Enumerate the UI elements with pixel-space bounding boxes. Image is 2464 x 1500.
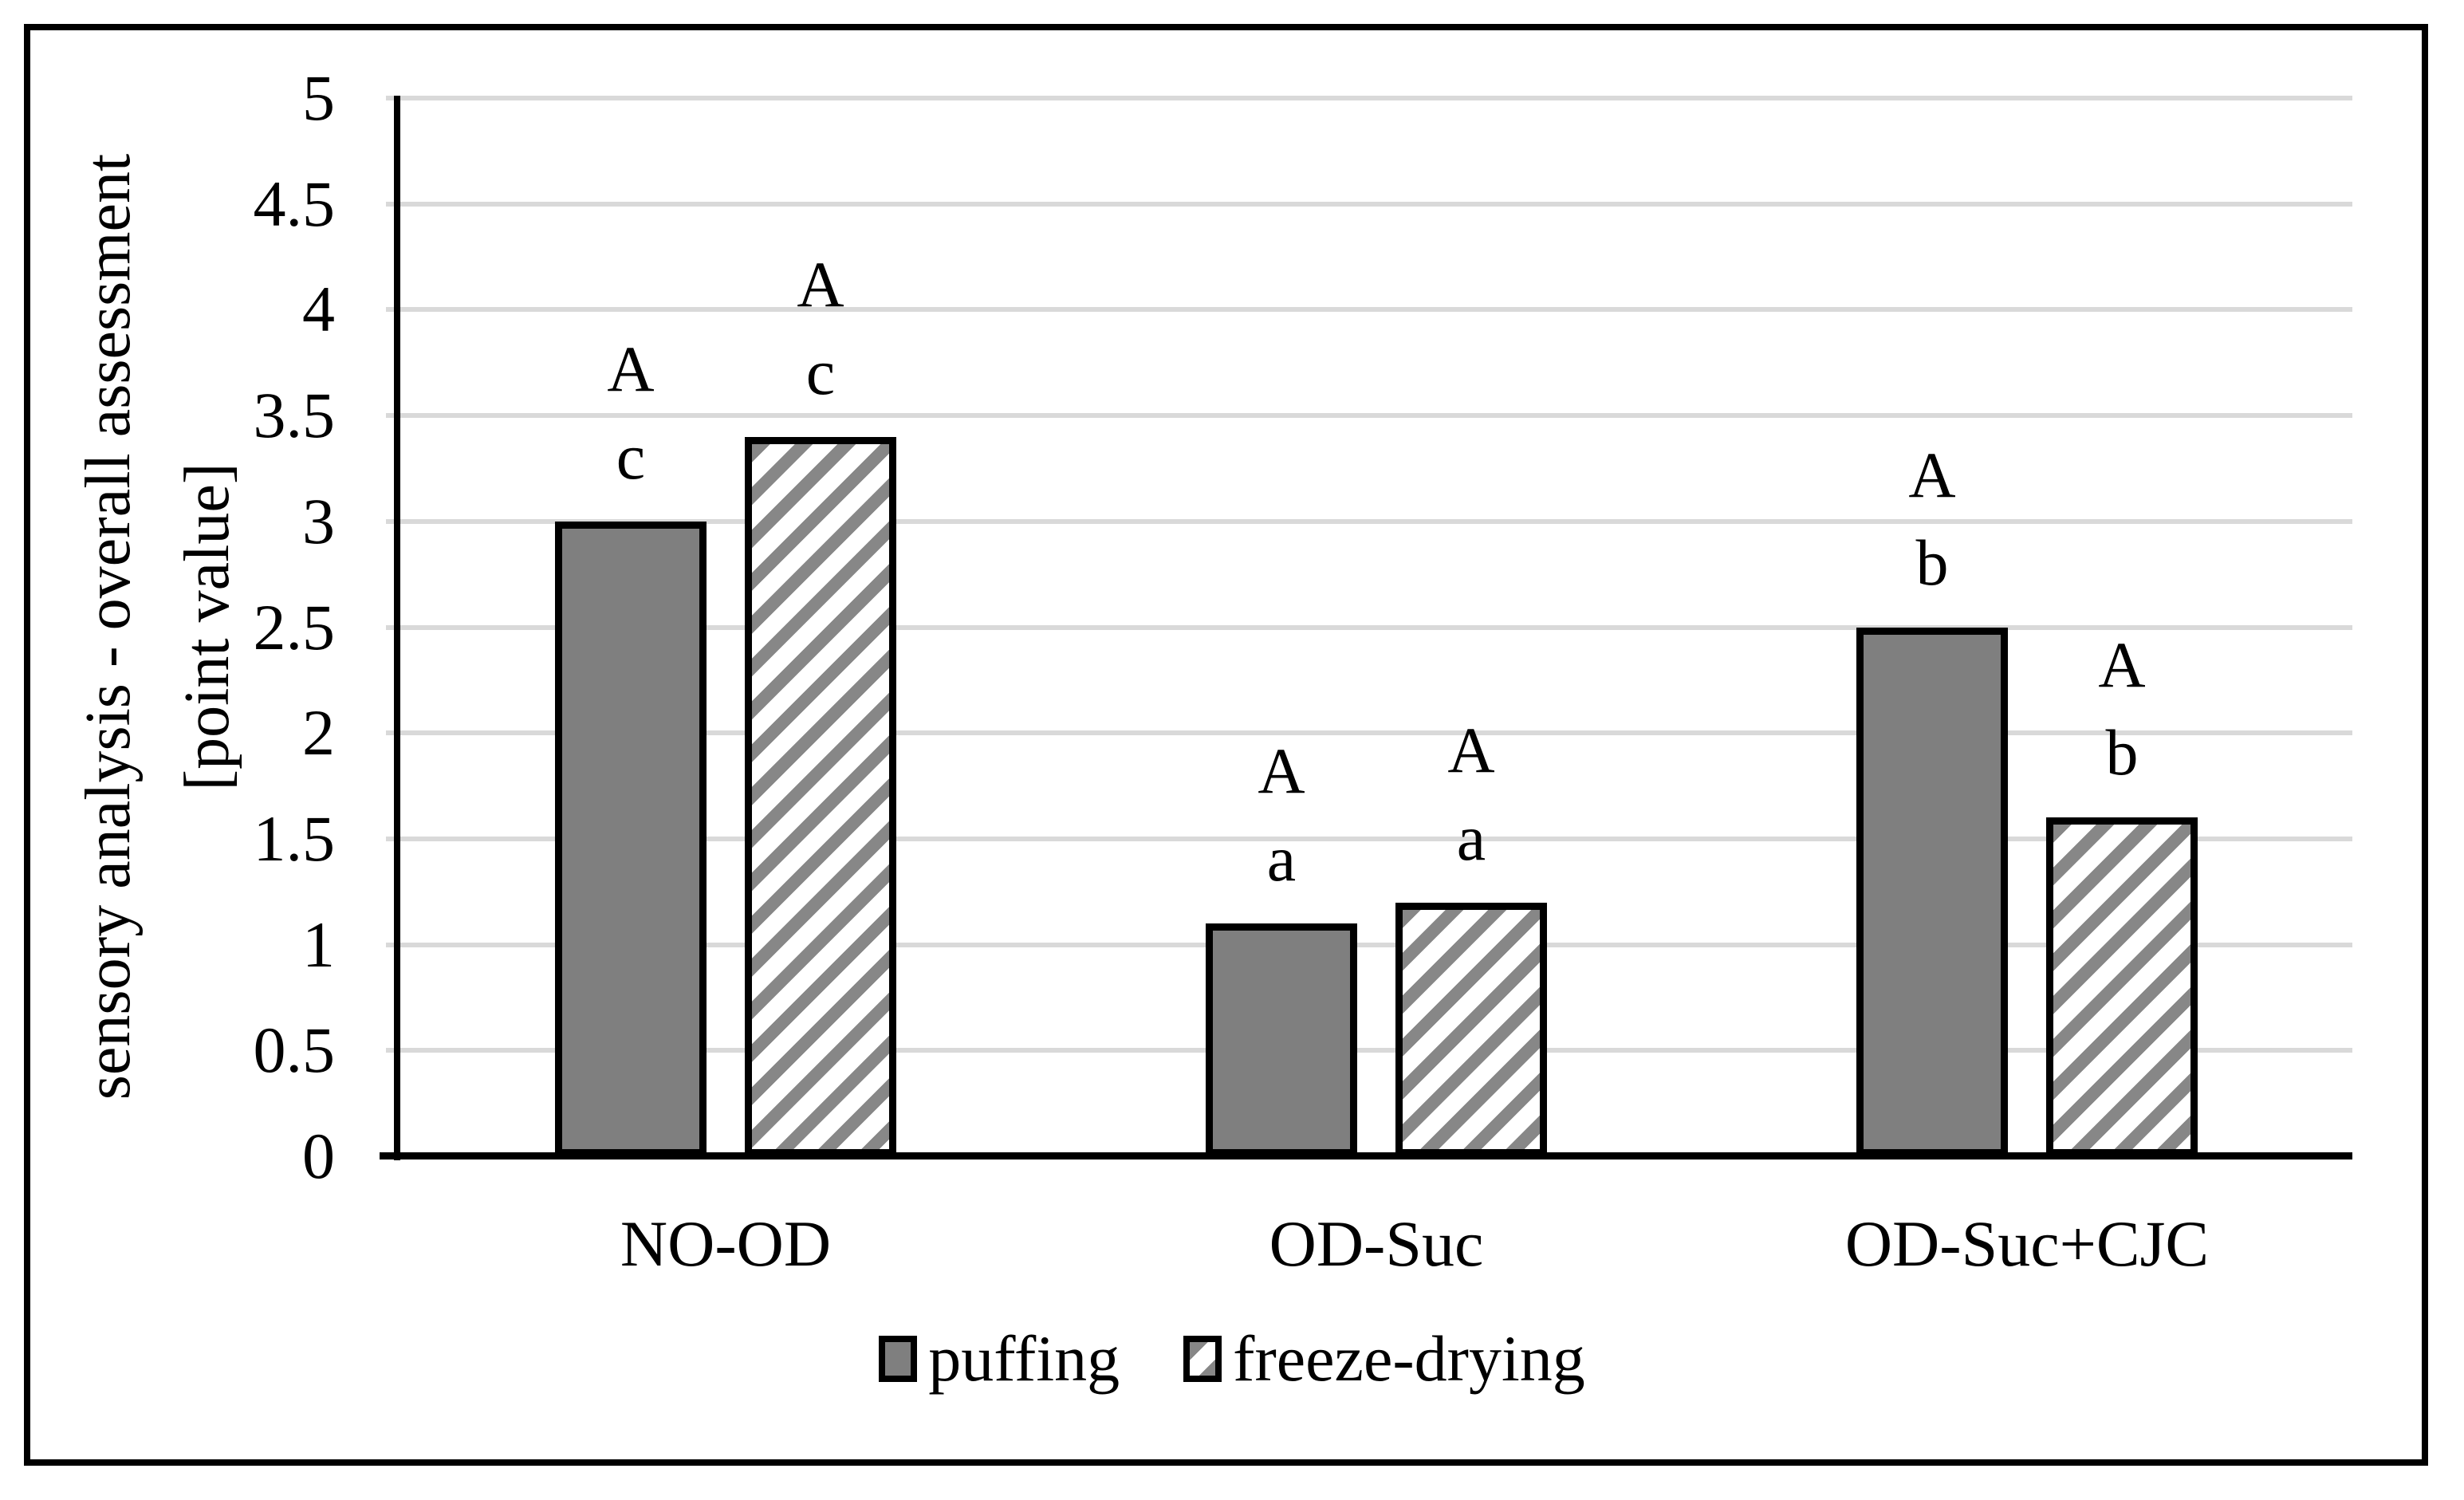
legend-swatch-puffing — [879, 1336, 918, 1382]
gridline — [386, 201, 2352, 207]
bar-freeze-drying — [745, 436, 896, 1156]
y-tick-label: 2 — [302, 696, 335, 770]
y-tick-label: 4.5 — [253, 167, 336, 240]
gridline — [386, 1048, 2352, 1053]
gridline — [386, 730, 2352, 736]
y-tick-label: 0.5 — [253, 1014, 336, 1087]
significance-letters: A b — [1908, 438, 1956, 599]
significance-letters: A a — [1258, 734, 1305, 896]
gridline — [386, 624, 2352, 630]
y-tick-label: 3.5 — [253, 379, 336, 452]
bar-puffing — [1856, 627, 2008, 1156]
y-tick-label: 1 — [302, 907, 335, 981]
y-tick-label: 2.5 — [253, 590, 336, 663]
y-tick-label: 4 — [302, 273, 335, 346]
legend-item-freeze-drying: freeze-drying — [1183, 1319, 1585, 1399]
legend-label: freeze-drying — [1233, 1322, 1585, 1395]
significance-letters: A c — [607, 332, 655, 493]
legend-label: puffing — [928, 1322, 1120, 1395]
bar-freeze-drying — [1395, 902, 1547, 1156]
legend-swatch-freeze-drying — [1183, 1336, 1222, 1382]
y-tick-label: 3 — [302, 484, 335, 557]
gridline — [386, 96, 2352, 100]
x-category-label: NO-OD — [620, 1207, 832, 1280]
bar-puffing — [1206, 923, 1357, 1156]
gridline — [386, 836, 2352, 841]
significance-letters: A b — [2098, 628, 2146, 789]
legend-item-puffing: puffing — [879, 1319, 1120, 1399]
bar-puffing — [555, 521, 707, 1156]
significance-letters: A a — [1447, 713, 1495, 874]
bar-freeze-drying — [2046, 817, 2198, 1156]
y-tick-label: 5 — [302, 61, 335, 134]
legend: puffing freeze-drying — [0, 1314, 2464, 1404]
gridline — [386, 307, 2352, 313]
y-tick-label: 1.5 — [253, 801, 336, 875]
gridline — [386, 413, 2352, 419]
x-category-label: OD-Suc+CJC — [1844, 1207, 2210, 1280]
x-category-label: OD-Suc — [1269, 1207, 1484, 1280]
gridline — [386, 518, 2352, 524]
plot-area: A c A c A a A a A b A b — [380, 96, 2352, 1160]
significance-letters: A c — [797, 247, 844, 408]
x-axis-line — [380, 1152, 2352, 1159]
figure-border — [24, 24, 2428, 1466]
y-tick-label: 0 — [302, 1120, 335, 1192]
gridline — [386, 942, 2352, 947]
y-axis-line — [394, 96, 400, 1160]
